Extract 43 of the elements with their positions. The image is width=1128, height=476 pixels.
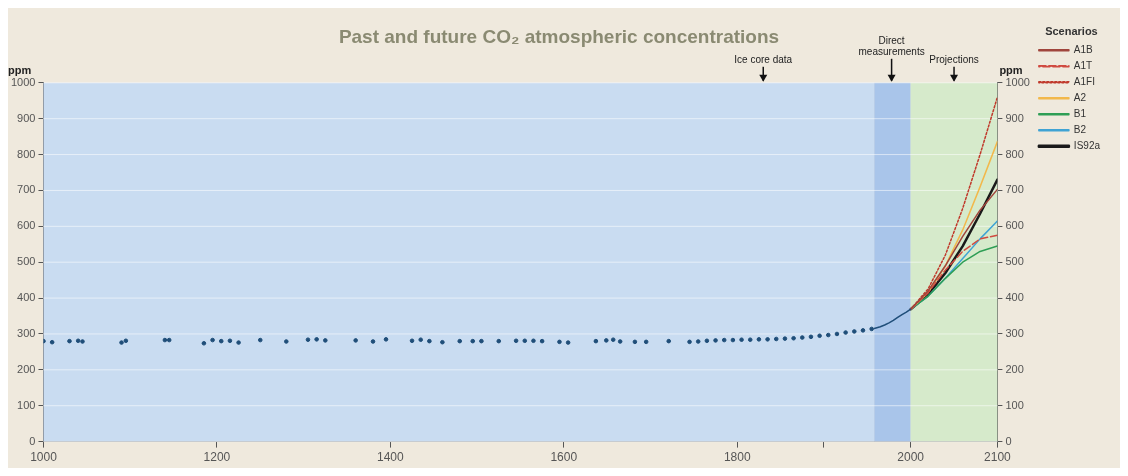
x-tick-label: 1000 [30,450,58,465]
annotation: Ice core data [734,53,793,65]
y-tick-label: 100 [17,398,36,411]
y2-tick-label: 500 [1005,255,1024,268]
x-tick-label: 1400 [377,450,405,465]
y2-tick-label: 1000 [1005,75,1030,88]
y-tick-label: 400 [17,291,36,304]
y-tick-label: 700 [17,183,36,196]
x-tick-label: 1600 [550,450,578,465]
legend-label: A1T [1073,59,1093,71]
y2-tick-label: 200 [1005,362,1024,375]
y-axis-title: ppm [8,64,32,77]
x-tick-label: 2100 [984,450,1012,465]
legend-label: A1B [1073,43,1094,55]
y-tick-label: 900 [17,111,36,124]
annotation: Projections [929,53,979,65]
y-tick-label: 1000 [10,75,36,88]
y-tick-label: 300 [17,326,36,339]
y2-tick-label: 300 [1005,326,1024,339]
legend-title: Scenarios [1045,24,1098,37]
y-tick-label: 800 [17,147,36,160]
y2-tick-label: 900 [1005,111,1024,124]
x-tick-label: 1800 [723,450,751,465]
y2-axis-title: ppm [999,64,1023,77]
y2-tick-label: 0 [1005,434,1012,447]
y2-tick-label: 100 [1005,398,1024,411]
y2-tick-label: 800 [1005,147,1024,160]
annotation: Direct measurements [858,34,925,57]
x-tick-label: 1200 [203,450,231,465]
chart-title: Past and future CO₂ atmospheric concentrations [338,25,780,47]
y-tick-label: 0 [29,434,36,447]
legend-label: B2 [1073,123,1087,135]
y2-tick-label: 700 [1005,183,1024,196]
y2-tick-label: 600 [1005,219,1024,232]
x-tick-label: 2000 [897,450,925,465]
legend-label: A1FI [1073,75,1095,87]
legend-label: A2 [1073,91,1087,103]
y2-tick-label: 400 [1005,291,1024,304]
y-tick-label: 200 [17,362,36,375]
y-tick-label: 500 [17,255,36,268]
legend-label: B1 [1073,107,1087,119]
y-tick-label: 600 [17,219,36,232]
legend-label: IS92a [1073,139,1101,151]
